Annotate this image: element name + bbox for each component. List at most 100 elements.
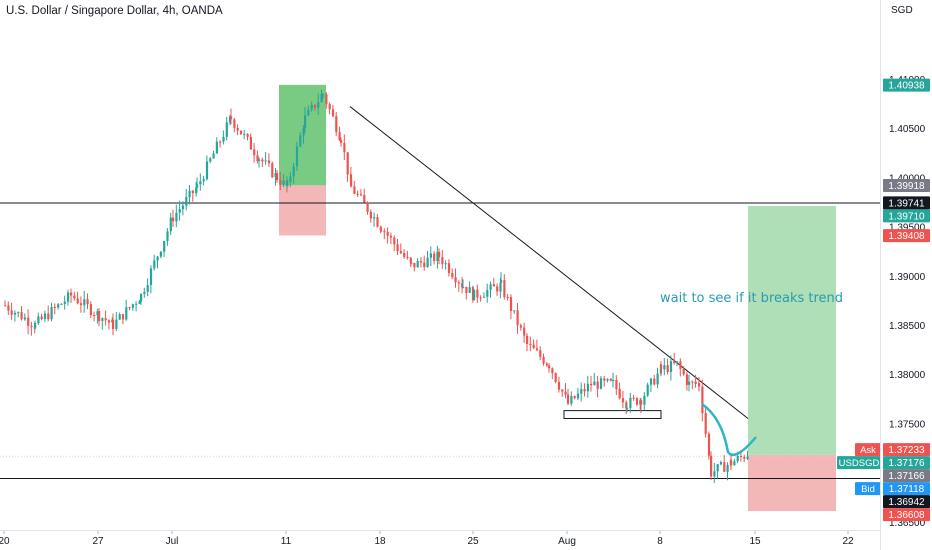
candle-body[interactable]	[215, 141, 218, 154]
candle-body[interactable]	[229, 116, 232, 123]
candle-body[interactable]	[542, 356, 545, 364]
candle-body[interactable]	[83, 299, 86, 306]
candle-body[interactable]	[723, 462, 726, 472]
candle-body[interactable]	[441, 257, 444, 265]
candle-body[interactable]	[526, 335, 529, 344]
candle-body[interactable]	[331, 109, 335, 117]
candle-body[interactable]	[663, 365, 666, 370]
candle-body[interactable]	[462, 286, 465, 288]
candle-body[interactable]	[403, 253, 406, 257]
candle-body[interactable]	[454, 277, 457, 283]
candle-body[interactable]	[86, 299, 89, 305]
candle-body[interactable]	[27, 317, 30, 326]
candle-body[interactable]	[20, 312, 23, 320]
candle-body[interactable]	[593, 381, 596, 386]
candle-body[interactable]	[356, 193, 359, 195]
candle-body[interactable]	[101, 318, 104, 321]
candle-body[interactable]	[523, 327, 526, 336]
candle-body[interactable]	[496, 286, 499, 292]
candle-body[interactable]	[30, 325, 33, 328]
candle-body[interactable]	[590, 383, 593, 386]
candle-body[interactable]	[121, 314, 125, 320]
candle-body[interactable]	[98, 311, 101, 321]
candle-body[interactable]	[380, 230, 383, 232]
candle-body[interactable]	[486, 289, 489, 297]
candle-body[interactable]	[389, 235, 393, 238]
candle-body[interactable]	[461, 283, 464, 288]
candle-body[interactable]	[406, 256, 409, 258]
candle-body[interactable]	[295, 146, 299, 167]
candle-body[interactable]	[736, 456, 739, 462]
candle-body[interactable]	[444, 263, 447, 265]
candle-body[interactable]	[138, 301, 141, 304]
candle-body[interactable]	[363, 194, 366, 203]
candle-body[interactable]	[629, 397, 632, 409]
candle-body[interactable]	[175, 212, 178, 222]
candle-body[interactable]	[656, 373, 659, 385]
candle-body[interactable]	[50, 306, 53, 320]
candle-body[interactable]	[730, 459, 733, 466]
candle-body[interactable]	[205, 161, 209, 180]
candle-body[interactable]	[726, 464, 729, 472]
candle-body[interactable]	[653, 378, 656, 385]
candle-body[interactable]	[669, 361, 673, 372]
candle-body[interactable]	[181, 205, 185, 210]
candle-body[interactable]	[96, 311, 99, 316]
candle-body[interactable]	[261, 159, 264, 162]
candle-body[interactable]	[436, 251, 439, 262]
candle-body[interactable]	[47, 313, 50, 320]
candle-body[interactable]	[519, 325, 522, 328]
candle-body[interactable]	[429, 253, 432, 258]
candle-body[interactable]	[353, 186, 356, 194]
trend-note[interactable]: wait to see if it breaks trend	[660, 291, 844, 306]
candle-body[interactable]	[274, 173, 277, 178]
stop-zone-1[interactable]	[279, 185, 326, 236]
candle-body[interactable]	[195, 187, 198, 194]
candle-body[interactable]	[643, 395, 646, 405]
candle-body[interactable]	[701, 386, 704, 414]
candle-body[interactable]	[264, 160, 267, 162]
candle-body[interactable]	[57, 304, 60, 308]
candle-body[interactable]	[399, 251, 402, 254]
candle-body[interactable]	[163, 240, 166, 252]
candle-body[interactable]	[233, 119, 236, 128]
candle-body[interactable]	[140, 294, 143, 302]
candle-body[interactable]	[704, 413, 707, 434]
candle-body[interactable]	[716, 464, 719, 472]
candle-body[interactable]	[243, 134, 246, 136]
candle-body[interactable]	[43, 313, 47, 320]
candle-body[interactable]	[586, 383, 589, 392]
candle-body[interactable]	[465, 286, 468, 293]
candle-body[interactable]	[413, 262, 416, 268]
candle-body[interactable]	[153, 260, 156, 269]
candle-body[interactable]	[676, 361, 679, 364]
candle-body[interactable]	[691, 381, 694, 383]
candle-body[interactable]	[146, 285, 149, 292]
candle-body[interactable]	[271, 163, 274, 178]
candle-body[interactable]	[236, 127, 239, 131]
candle-body[interactable]	[307, 109, 310, 116]
candle-body[interactable]	[267, 160, 271, 164]
candle-body[interactable]	[609, 379, 612, 381]
candle-body[interactable]	[188, 190, 191, 198]
candle-body[interactable]	[509, 297, 513, 312]
candle-body[interactable]	[79, 303, 83, 306]
candle-body[interactable]	[202, 179, 205, 182]
candle-body[interactable]	[313, 104, 317, 108]
candle-body[interactable]	[253, 149, 256, 156]
candle-body[interactable]	[516, 310, 519, 326]
candle-body[interactable]	[359, 194, 363, 196]
candle-body[interactable]	[67, 292, 70, 302]
candle-body[interactable]	[499, 282, 502, 292]
candle-body[interactable]	[70, 292, 73, 296]
candle-body[interactable]	[386, 231, 389, 236]
candle-body[interactable]	[376, 217, 379, 227]
candle-body[interactable]	[350, 180, 353, 187]
candle-body[interactable]	[603, 378, 606, 381]
candle-body[interactable]	[719, 462, 723, 465]
candle-body[interactable]	[366, 202, 369, 212]
candle-body[interactable]	[447, 263, 451, 274]
candle-body[interactable]	[4, 305, 7, 307]
candle-body[interactable]	[625, 402, 628, 409]
